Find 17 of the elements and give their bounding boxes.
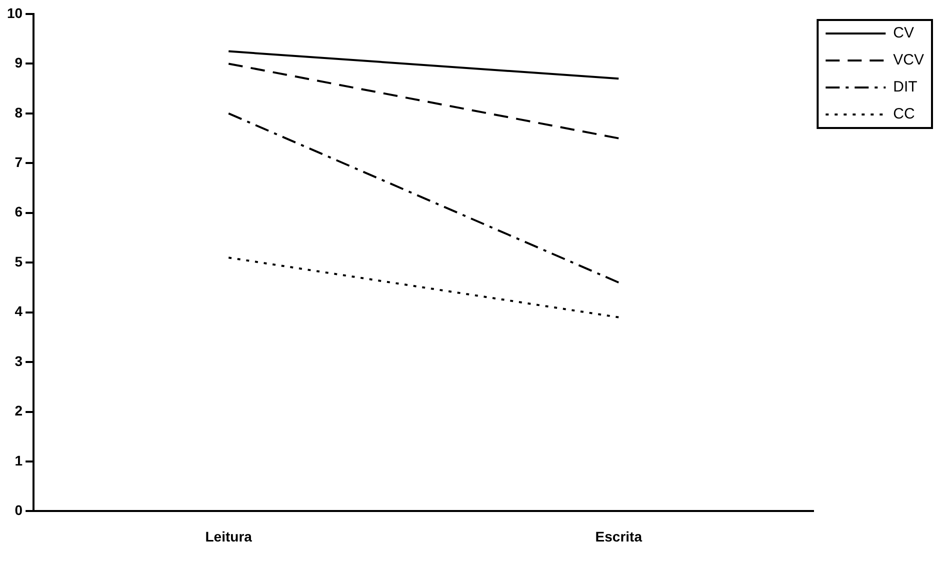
- y-tick-label: 4: [14, 303, 23, 320]
- legend-label: CV: [893, 24, 914, 42]
- y-tick-label: 8: [14, 104, 23, 120]
- y-tick-label: 0: [14, 502, 23, 518]
- y-tick-label: 6: [14, 204, 23, 220]
- y-tick-label: 3: [14, 352, 23, 369]
- legend-label: CC: [893, 106, 915, 123]
- y-tick-label: 2: [14, 402, 23, 419]
- y-tick-label: 1: [14, 452, 23, 468]
- y-tick-label: 9: [14, 54, 23, 71]
- x-tick-label: Escrita: [595, 528, 642, 544]
- x-tick-label: Leitura: [205, 528, 252, 544]
- y-tick-label: 5: [14, 253, 23, 270]
- legend-label: VCV: [893, 52, 924, 69]
- y-tick-label: 10: [6, 4, 23, 21]
- legend-label: DIT: [893, 78, 918, 96]
- y-tick-label: 7: [14, 154, 23, 170]
